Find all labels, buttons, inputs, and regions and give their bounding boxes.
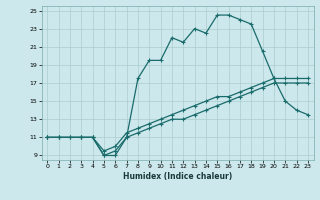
X-axis label: Humidex (Indice chaleur): Humidex (Indice chaleur): [123, 172, 232, 181]
